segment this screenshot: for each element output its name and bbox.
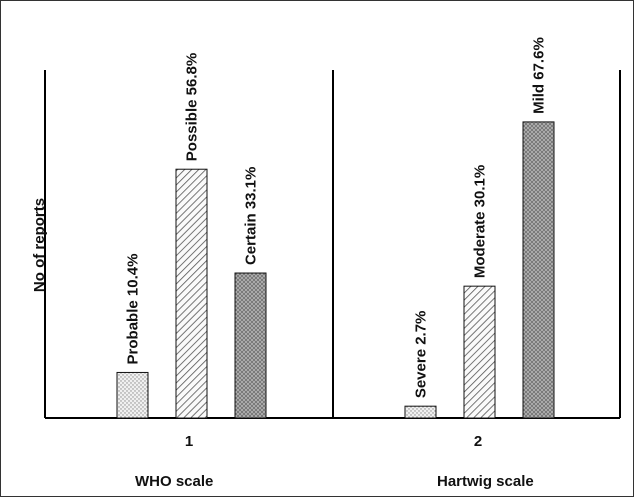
- bar-label-g1-1: Probable 10.4%: [125, 254, 142, 365]
- scale-label-2: Hartwig scale: [437, 473, 534, 490]
- y-axis-label: No of reports: [31, 198, 48, 292]
- bar-label-g2-2: Moderate 30.1%: [472, 165, 489, 278]
- bar-g2-3: [522, 121, 555, 419]
- bar-label-g2-1: Severe 2.7%: [413, 311, 430, 399]
- bar-g1-1: [116, 371, 149, 419]
- x-tick-label-1: 1: [185, 433, 193, 450]
- bars-layer: Probable 10.4% Possible 56.8% Certain 33.1…: [116, 37, 555, 490]
- x-tick-label-2: 2: [474, 433, 482, 450]
- bar-g2-2: [463, 285, 496, 419]
- bar-g1-3: [234, 272, 267, 419]
- scale-label-1: WHO scale: [135, 473, 213, 490]
- bar-label-g1-2: Possible 56.8%: [184, 53, 201, 161]
- bar-label-g1-3: Certain 33.1%: [243, 167, 260, 265]
- bar-label-g2-3: Mild 67.6%: [531, 37, 548, 114]
- bar-g1-2: [175, 168, 208, 419]
- bar-g2-1: [404, 405, 437, 419]
